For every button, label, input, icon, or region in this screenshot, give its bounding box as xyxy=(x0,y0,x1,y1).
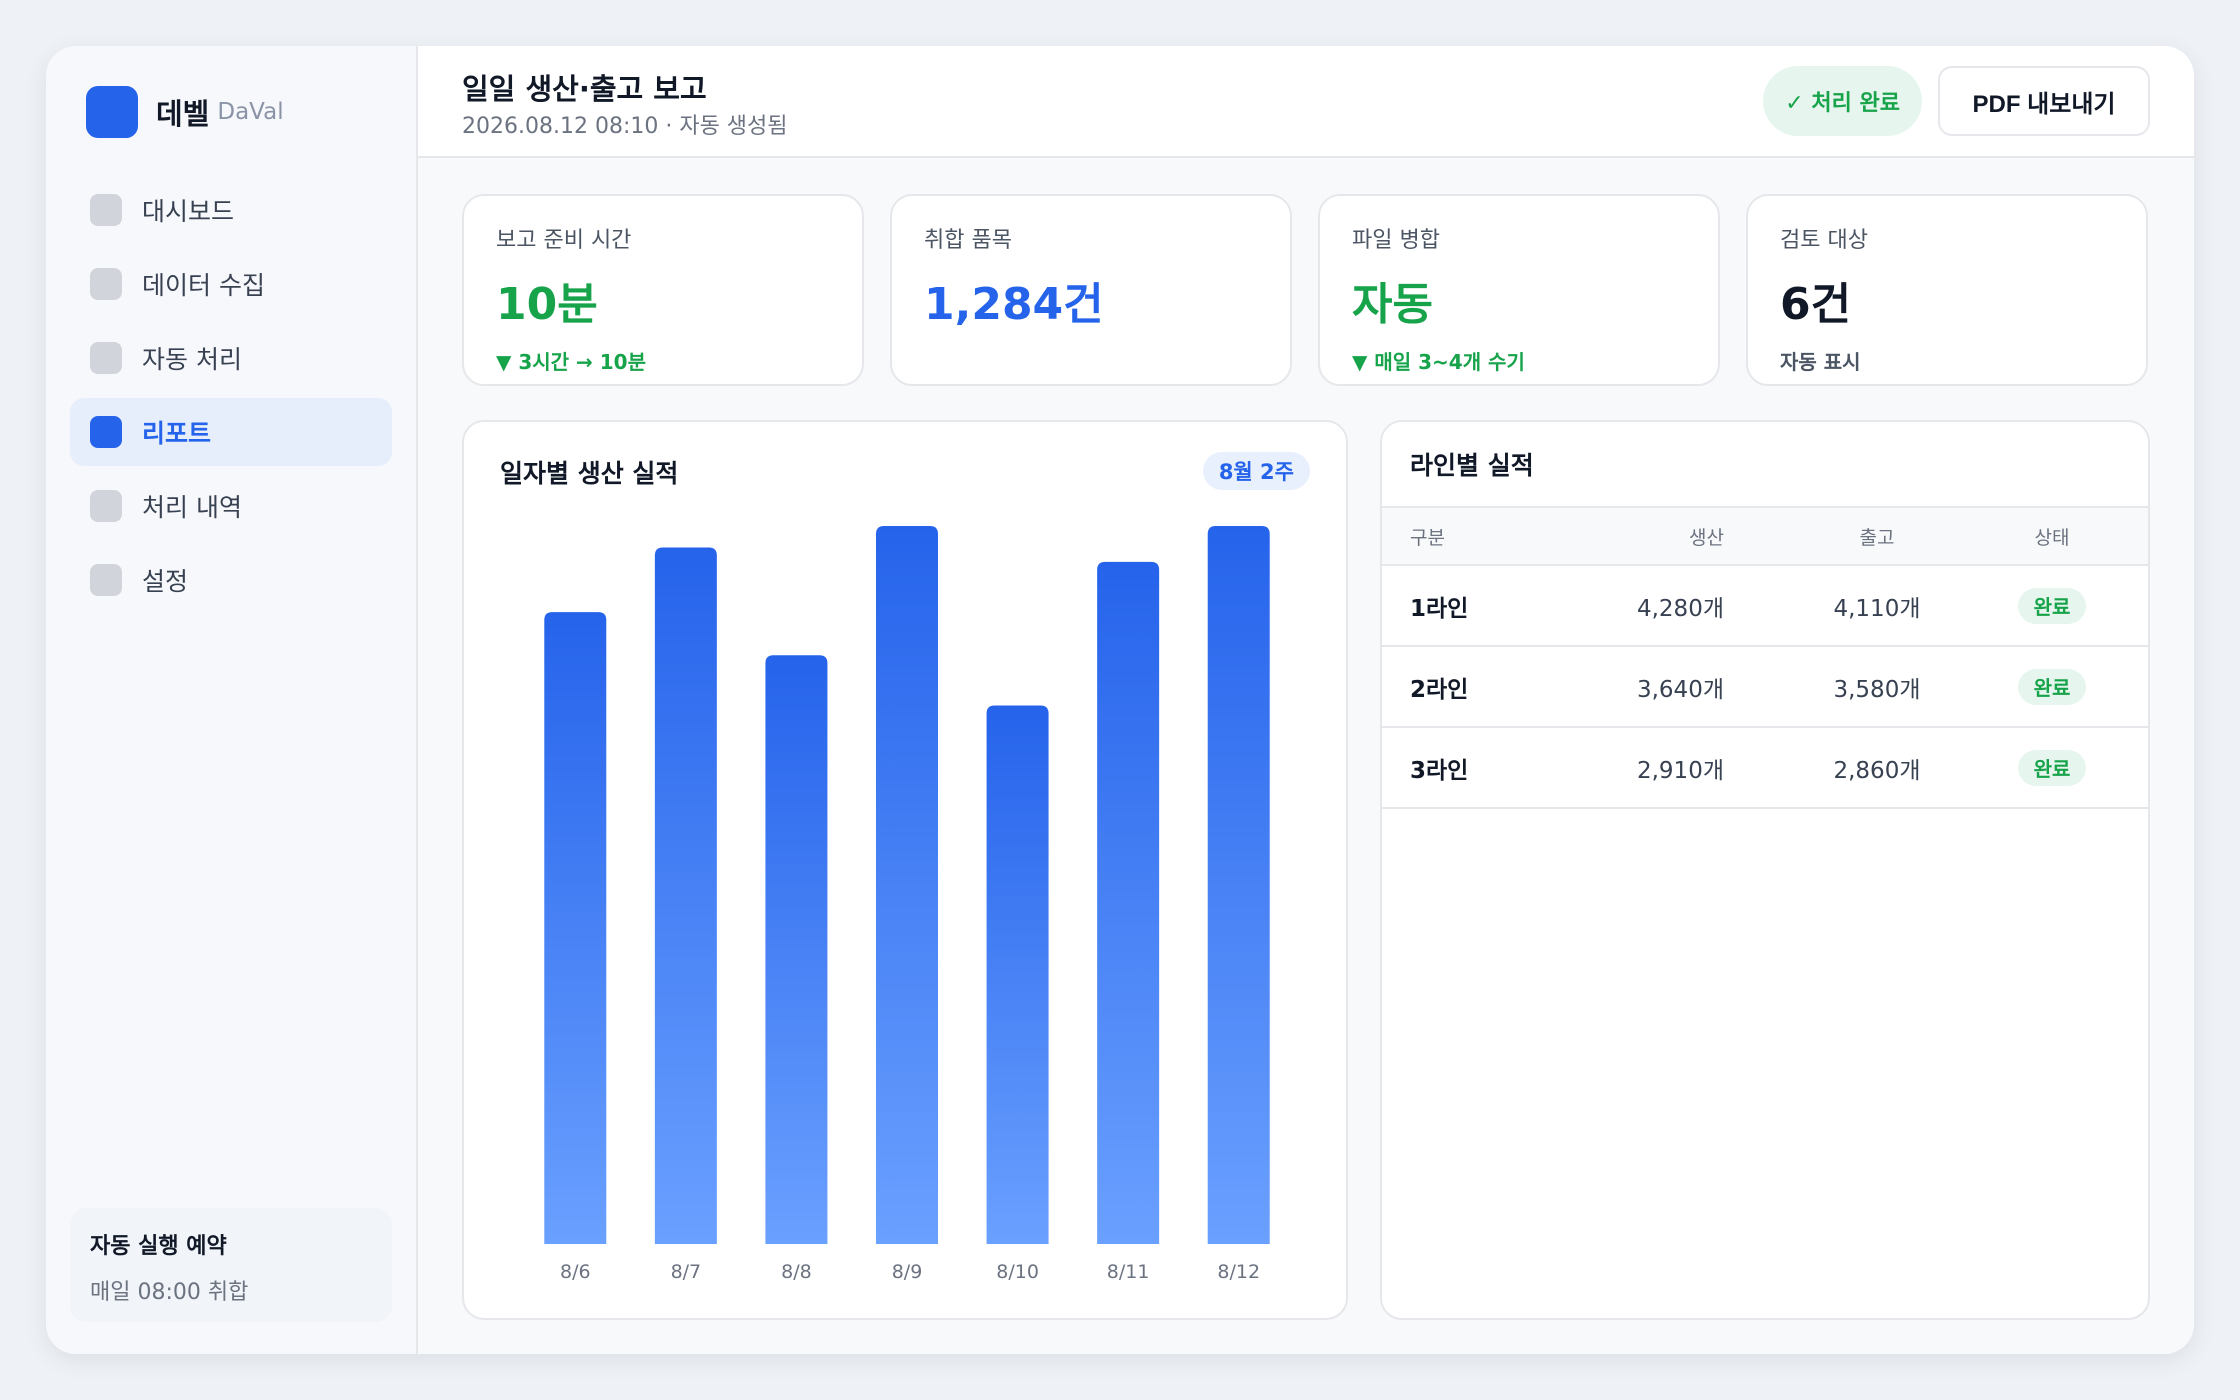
kpi-value: 자동 xyxy=(1352,279,1433,330)
kpi-sub: 자동 표시 xyxy=(1780,350,1861,374)
chart-bar-8/9 xyxy=(876,526,938,1244)
app-window: 데벨 DaVal 대시보드 데이터 수집 자동 처리 리포트 처리 내역 xyxy=(46,46,2194,1354)
row-production: 4,280개 xyxy=(1636,595,1724,622)
production-chart-card: 8/6 8/7 8/8 8/9 8/10 8/11 8/12 일자별 생산 실적 8월 2주 xyxy=(462,420,1348,1320)
kpi-card-file-merge: 파일 병합 자동 ▼ 매일 3~4개 수기 xyxy=(1318,194,1720,386)
kpi-sub: ▼ 매일 3~4개 수기 xyxy=(1352,350,1525,374)
table-row: 3라인 2,910개 2,860개 완료 xyxy=(1382,728,2148,809)
report-icon xyxy=(90,416,122,448)
brand-name: 데벨 xyxy=(156,97,210,131)
sidebar-item-label: 설정 xyxy=(142,567,189,596)
x-tick-label: 8/6 xyxy=(560,1261,591,1283)
schedule-panel: 자동 실행 예약 매일 08:00 취합 xyxy=(70,1208,392,1322)
row-name: 1라인 xyxy=(1410,595,1469,622)
table-row: 2라인 3,640개 3,580개 완료 xyxy=(1382,647,2148,728)
kpi-label: 취합 품목 xyxy=(924,228,1012,253)
row-production: 3,640개 xyxy=(1636,676,1724,703)
status-badge: 완료 xyxy=(2017,587,2087,624)
page-title: 일일 생산·출고 보고 xyxy=(462,72,707,106)
sidebar-item-auto-processing[interactable]: 자동 처리 xyxy=(70,324,392,392)
header-production: 생산 xyxy=(1689,526,1724,549)
chart-period-badge: 8월 2주 xyxy=(1202,452,1310,490)
kpi-card-review: 검토 대상 6건 자동 표시 xyxy=(1746,194,2148,386)
page-subtitle: 2026.08.12 08:10 · 자동 생성됨 xyxy=(462,114,788,139)
x-tick-label: 8/7 xyxy=(671,1261,702,1283)
dashboard-icon xyxy=(90,194,122,226)
header-shipment: 출고 xyxy=(1859,526,1895,549)
brand: 데벨 DaVal xyxy=(86,86,284,138)
page-header: 일일 생산·출고 보고 2026.08.12 08:10 · 자동 생성됨 ✓ … xyxy=(418,46,2194,158)
chart-title: 일자별 생산 실적 xyxy=(500,459,679,488)
kpi-value: 1,284건 xyxy=(924,279,1104,330)
sidebar-item-data-collection[interactable]: 데이터 수집 xyxy=(70,250,392,318)
table-header: 구분 생산 출고 상태 xyxy=(1382,506,2148,566)
x-tick-label: 8/10 xyxy=(996,1261,1039,1283)
header-category: 구분 xyxy=(1410,526,1445,549)
row-status: 완료 xyxy=(1992,728,2112,807)
row-shipment: 4,110개 xyxy=(1833,595,1921,622)
status-badge: ✓ 처리 완료 xyxy=(1763,66,1922,136)
chart-bar-8/8 xyxy=(765,655,828,1244)
kpi-label: 파일 병합 xyxy=(1352,228,1440,253)
header-status: 상태 xyxy=(2034,526,2070,549)
schedule-desc: 매일 08:00 취합 xyxy=(90,1280,249,1305)
kpi-label: 검토 대상 xyxy=(1780,228,1868,253)
brand-sub: DaVal xyxy=(217,99,284,125)
x-tick-label: 8/11 xyxy=(1107,1261,1150,1283)
chart-bar-8/7 xyxy=(654,547,717,1244)
line-performance-card: 라인별 실적 구분 생산 출고 상태 1라인 4,280개 4,110개 완료 … xyxy=(1380,420,2150,1320)
kpi-card-items: 취합 품목 1,284건 xyxy=(890,194,1292,386)
kpi-label: 보고 준비 시간 xyxy=(496,228,632,253)
kpi-value: 6건 xyxy=(1780,279,1852,330)
sidebar: 데벨 DaVal 대시보드 데이터 수집 자동 처리 리포트 처리 내역 xyxy=(46,46,418,1354)
data-collection-icon xyxy=(90,268,122,300)
chart-bar-8/10 xyxy=(986,705,1049,1244)
status-badge: 완료 xyxy=(2017,668,2087,705)
sidebar-item-dashboard[interactable]: 대시보드 xyxy=(70,176,392,244)
sidebar-item-label: 자동 처리 xyxy=(142,345,242,374)
sidebar-nav: 대시보드 데이터 수집 자동 처리 리포트 처리 내역 설정 xyxy=(70,176,392,620)
schedule-title: 자동 실행 예약 xyxy=(90,1234,227,1259)
row-shipment: 3,580개 xyxy=(1833,676,1921,703)
sidebar-item-history[interactable]: 처리 내역 xyxy=(70,472,392,540)
auto-processing-icon xyxy=(90,342,122,374)
sidebar-item-label: 처리 내역 xyxy=(142,493,242,522)
row-shipment: 2,860개 xyxy=(1833,757,1921,784)
kpi-card-prep-time: 보고 준비 시간 10분 ▼ 3시간 → 10분 xyxy=(462,194,864,386)
chart-bar-8/6 xyxy=(544,612,607,1244)
table-row: 1라인 4,280개 4,110개 완료 xyxy=(1382,566,2148,647)
brand-logo-icon xyxy=(86,86,138,138)
status-badge: 완료 xyxy=(2017,749,2087,786)
x-tick-label: 8/8 xyxy=(781,1261,812,1283)
row-production: 2,910개 xyxy=(1636,757,1724,784)
x-tick-label: 8/12 xyxy=(1217,1261,1260,1283)
sidebar-item-label: 데이터 수집 xyxy=(142,271,265,300)
row-name: 2라인 xyxy=(1410,676,1469,703)
row-name: 3라인 xyxy=(1410,757,1469,784)
sidebar-item-report[interactable]: 리포트 xyxy=(70,398,392,466)
sidebar-item-settings[interactable]: 설정 xyxy=(70,546,392,614)
history-icon xyxy=(90,490,122,522)
pdf-export-button[interactable]: PDF 내보내기 xyxy=(1938,66,2150,136)
row-status: 완료 xyxy=(1992,647,2112,726)
settings-icon xyxy=(90,564,122,596)
x-tick-label: 8/9 xyxy=(892,1261,923,1283)
kpi-sub: ▼ 3시간 → 10분 xyxy=(496,350,646,374)
sidebar-item-label: 리포트 xyxy=(142,419,212,448)
chart-bar-8/12 xyxy=(1207,526,1270,1244)
chart-bar-8/11 xyxy=(1097,561,1160,1244)
row-status: 완료 xyxy=(1992,566,2112,645)
main-content: 일일 생산·출고 보고 2026.08.12 08:10 · 자동 생성됨 ✓ … xyxy=(418,46,2194,1354)
production-bar-chart: 8/6 8/7 8/8 8/9 8/10 8/11 8/12 xyxy=(544,526,1270,1283)
table-title: 라인별 실적 xyxy=(1410,451,1534,480)
sidebar-item-label: 대시보드 xyxy=(142,197,235,226)
kpi-value: 10분 xyxy=(496,279,598,330)
